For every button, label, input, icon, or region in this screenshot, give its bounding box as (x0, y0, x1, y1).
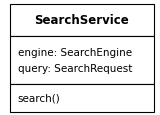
Text: SearchService: SearchService (34, 14, 129, 27)
Bar (10, 5, 154, 36)
Text: query: SearchRequest: query: SearchRequest (18, 63, 132, 73)
Bar (10, 85, 154, 112)
Text: search(): search() (18, 93, 60, 103)
Bar (10, 36, 154, 85)
Text: engine: SearchEngine: engine: SearchEngine (18, 47, 132, 57)
